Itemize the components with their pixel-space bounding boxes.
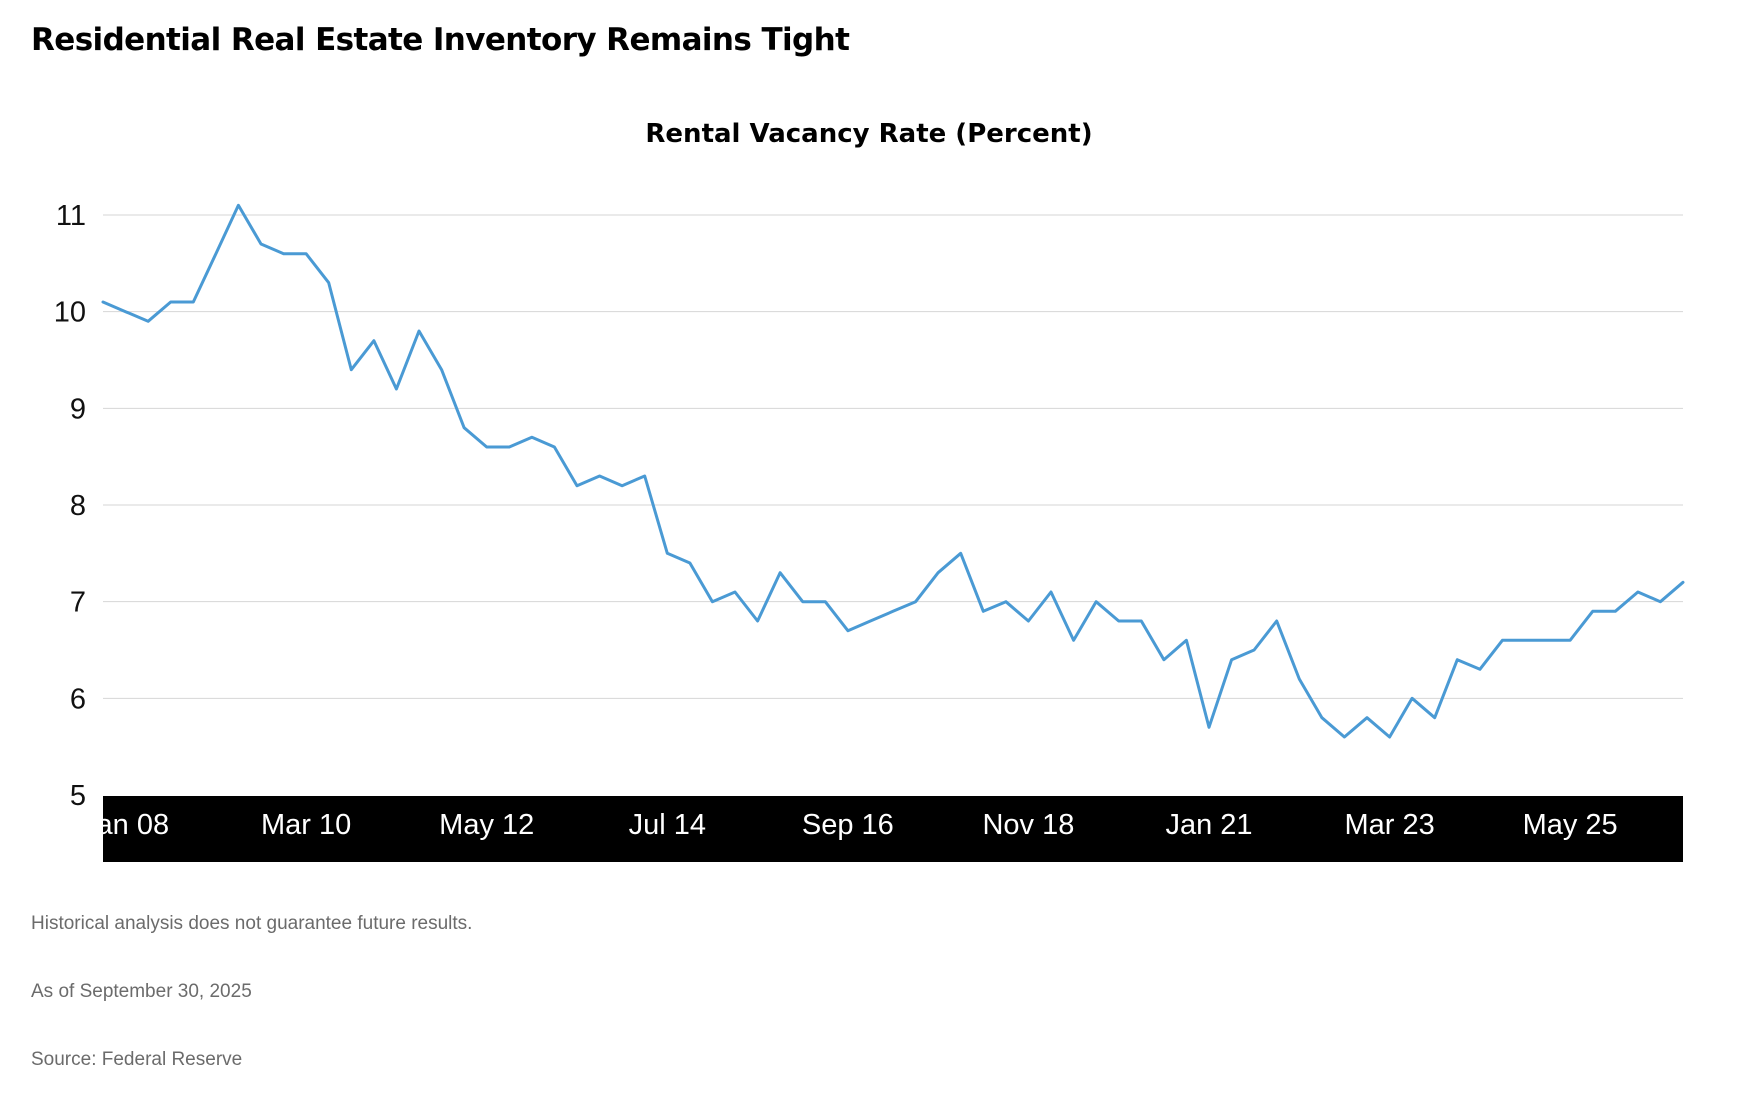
y-tick-label: 9 (70, 393, 86, 425)
y-tick-label: 6 (70, 683, 86, 715)
x-axis-band (103, 796, 1683, 862)
x-tick-label: May 12 (439, 809, 534, 841)
y-tick-label: 5 (70, 780, 86, 812)
y-tick-label: 7 (70, 587, 86, 619)
source-note: Source: Federal Reserve (31, 1049, 243, 1070)
y-tick-label: 10 (54, 297, 86, 329)
x-tick-label: Mar 10 (261, 809, 351, 841)
x-tick-label: Mar 23 (1344, 809, 1434, 841)
disclaimer-note: Historical analysis does not guarantee f… (31, 913, 473, 934)
y-axis-ticks: 5 6 7 8 9 10 11 (54, 200, 86, 812)
y-tick-label: 11 (56, 200, 86, 232)
gridlines (103, 214, 1683, 699)
x-tick-label: May 25 (1523, 809, 1618, 841)
x-axis-ticks: Jan 08 Mar 10 May 12 Jul 14 Sep 16 Nov 18 Jan … (82, 809, 1618, 841)
x-tick-label: Jan 08 (82, 809, 169, 841)
y-tick-label: 8 (70, 490, 86, 522)
x-tick-label: Sep 16 (802, 809, 894, 841)
x-tick-label: Nov 18 (982, 809, 1074, 841)
series-layer (101, 203, 1685, 739)
x-tick-label: Jan 21 (1165, 809, 1252, 841)
as-of-note: As of September 30, 2025 (31, 981, 252, 1002)
series-line (101, 203, 1685, 739)
page-title: Residential Real Estate Inventory Remain… (31, 22, 850, 58)
x-tick-label: Jul 14 (629, 809, 706, 841)
rental-vacancy-line-chart: 5 6 7 8 9 10 11 Jan 08 Mar 10 May 12 Jul 14 Sep 16… (54, 200, 1685, 862)
chart-title: Rental Vacancy Rate (Percent) (645, 119, 1093, 149)
